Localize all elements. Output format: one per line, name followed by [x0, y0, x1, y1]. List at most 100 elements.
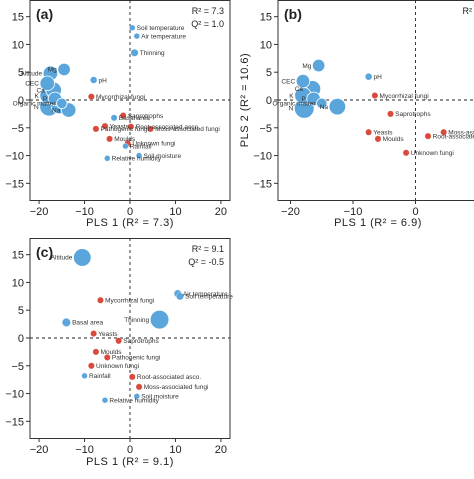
x-tick-label: 20 — [215, 206, 227, 218]
point-label: Moss-associated fungi — [155, 126, 220, 133]
data-point — [56, 97, 68, 109]
y-tick-label: −15 — [5, 178, 24, 190]
data-point — [39, 75, 55, 92]
data-point — [127, 123, 135, 130]
panel-b: −20 −10 0 −15 −10 −5 0 5 10 15 PLS 1 (R² = 6.9) PLS… — [239, 0, 474, 229]
data-point — [129, 24, 136, 31]
data-point — [62, 318, 71, 327]
point-label: Air temperature — [183, 291, 228, 298]
y-tick-label: −5 — [259, 123, 272, 135]
point-label: Altitude — [51, 255, 73, 262]
y-tick-label: 15 — [12, 12, 24, 24]
point-label: Rainfall — [89, 373, 111, 380]
point-label: CEC — [281, 78, 295, 85]
y-tick-label: 10 — [12, 277, 24, 289]
x-tick-label: −20 — [30, 444, 49, 456]
point-label: Pathogenic fungi — [101, 126, 149, 133]
point-label: Na — [320, 104, 329, 111]
x-axis-title: PLS 1 (R² = 6.9) — [334, 217, 422, 229]
x-tick-label: 0 — [127, 444, 133, 456]
point-label: Yeasts — [373, 130, 393, 137]
data-point — [128, 373, 136, 381]
x-tick-label: −20 — [30, 206, 49, 218]
stat-label: R² = 9.1 — [192, 244, 224, 254]
point-label: N — [34, 104, 39, 111]
y-tick-label: 15 — [12, 250, 24, 262]
y-tick-label: 0 — [18, 95, 24, 107]
y-tick-label: −5 — [11, 123, 24, 135]
y-tick-label: −15 — [5, 416, 24, 428]
point-label: Unknown fungi — [96, 363, 139, 370]
point-label: Soil moisture — [141, 394, 179, 401]
data-point — [135, 383, 143, 391]
data-point — [316, 97, 328, 109]
data-point — [97, 296, 104, 304]
stat-label: R² — [463, 6, 473, 16]
data-point — [92, 125, 100, 133]
point-label: Moss-associated fungi — [144, 384, 209, 391]
y-tick-label: 5 — [266, 67, 272, 79]
data-point — [402, 149, 410, 157]
point-label: Mycorrhizal fungi — [105, 298, 154, 305]
y-tick-label: −10 — [5, 389, 24, 401]
data-point — [115, 337, 122, 345]
data-point — [72, 248, 92, 267]
point-label: Relative humidity — [112, 156, 162, 163]
point-label: Moulds — [114, 136, 136, 143]
stat-label: Q² = -0.5 — [188, 257, 224, 267]
data-point — [424, 132, 432, 140]
point-label: Mycorrhizal fungi — [380, 93, 429, 100]
point-label: Soil temperature — [185, 294, 233, 301]
data-point — [387, 110, 394, 118]
data-point — [103, 354, 111, 361]
data-point — [311, 58, 326, 73]
data-point — [90, 330, 97, 337]
point-label: Saprotrophs — [128, 113, 164, 120]
point-label: K — [34, 93, 39, 100]
point-label: Moss-associated fungi — [448, 130, 474, 137]
data-point — [133, 393, 140, 400]
data-point — [133, 33, 140, 40]
y-tick-label: 0 — [266, 95, 272, 107]
point-label: Saprotrophs — [123, 338, 159, 345]
point-label: pH — [374, 74, 383, 81]
point-label: Root-associated asco. — [137, 374, 202, 381]
point-label: Root-associated asco. — [433, 133, 474, 140]
point-label: Moulds — [383, 136, 405, 143]
data-point — [371, 92, 379, 99]
point-label: Air temperature — [141, 33, 186, 40]
point-label: Unknown fungi — [132, 141, 175, 148]
data-point — [328, 97, 347, 116]
point-label: Organic matter — [13, 101, 57, 108]
data-point — [110, 114, 118, 122]
point-label: Soil moisture — [143, 153, 181, 160]
point-label: Altitude — [20, 71, 42, 78]
point-label: Soil temperature — [137, 25, 185, 32]
y-tick-label: 10 — [12, 39, 24, 51]
data-point — [101, 122, 109, 130]
point-label: CEC — [25, 81, 39, 88]
data-point — [106, 135, 113, 143]
point-label: Saprotrophs — [395, 111, 431, 118]
x-tick-label: −10 — [75, 444, 94, 456]
point-label: Thinning — [124, 317, 149, 324]
data-point — [119, 112, 127, 119]
point-label: P — [43, 96, 47, 103]
point-label: Basal area — [119, 115, 150, 122]
x-tick-label: 10 — [169, 206, 181, 218]
data-point — [440, 128, 447, 136]
y-tick-label: 10 — [260, 39, 272, 51]
data-point — [365, 73, 373, 81]
stat-label: R² = 7.3 — [192, 6, 224, 16]
data-point — [147, 125, 154, 133]
panel-letter: (a) — [36, 6, 53, 22]
data-point — [81, 372, 88, 379]
x-axis-title: PLS 1 (R² = 7.3) — [86, 217, 174, 229]
x-axis-title: PLS 1 (R² = 9.1) — [86, 456, 174, 468]
stat-label: Q² = 1.0 — [191, 19, 224, 29]
panel-letter: (b) — [284, 6, 302, 22]
point-label: Yeasts — [110, 123, 130, 130]
data-point — [88, 362, 95, 370]
data-point — [136, 152, 143, 159]
